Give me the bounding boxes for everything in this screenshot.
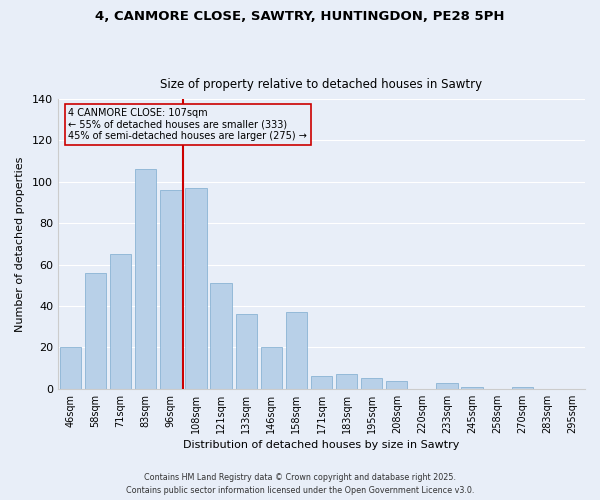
- Bar: [361, 378, 382, 389]
- Text: 4, CANMORE CLOSE, SAWTRY, HUNTINGDON, PE28 5PH: 4, CANMORE CLOSE, SAWTRY, HUNTINGDON, PE…: [95, 10, 505, 23]
- Bar: [160, 190, 182, 389]
- Bar: [336, 374, 357, 389]
- Bar: [286, 312, 307, 389]
- Bar: [110, 254, 131, 389]
- Bar: [461, 387, 483, 389]
- Bar: [260, 348, 282, 389]
- Text: 4 CANMORE CLOSE: 107sqm
← 55% of detached houses are smaller (333)
45% of semi-d: 4 CANMORE CLOSE: 107sqm ← 55% of detache…: [68, 108, 307, 141]
- Bar: [386, 380, 407, 389]
- Bar: [311, 376, 332, 389]
- Bar: [211, 284, 232, 389]
- Title: Size of property relative to detached houses in Sawtry: Size of property relative to detached ho…: [160, 78, 482, 91]
- Bar: [436, 382, 458, 389]
- Y-axis label: Number of detached properties: Number of detached properties: [15, 156, 25, 332]
- Bar: [135, 170, 157, 389]
- Text: Contains HM Land Registry data © Crown copyright and database right 2025.
Contai: Contains HM Land Registry data © Crown c…: [126, 474, 474, 495]
- Bar: [185, 188, 206, 389]
- Bar: [85, 273, 106, 389]
- Bar: [236, 314, 257, 389]
- Bar: [60, 348, 81, 389]
- Bar: [512, 387, 533, 389]
- X-axis label: Distribution of detached houses by size in Sawtry: Distribution of detached houses by size …: [183, 440, 460, 450]
